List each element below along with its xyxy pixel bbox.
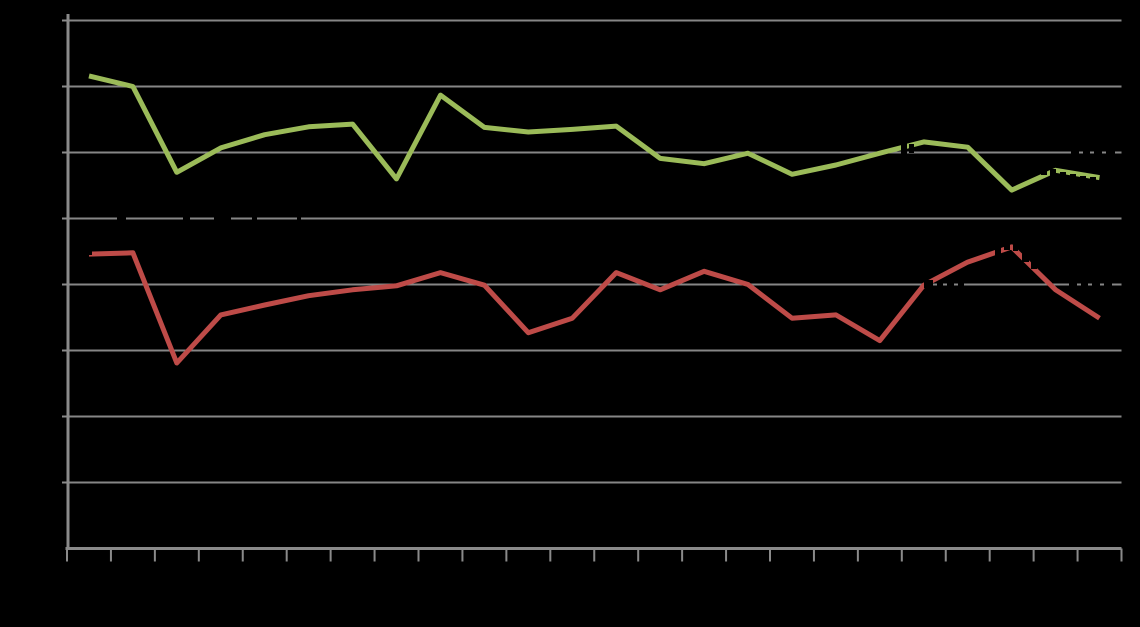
illegible-label-mark xyxy=(252,214,257,221)
illegible-label-mark xyxy=(1081,281,1088,288)
illegible-label-mark xyxy=(1106,148,1115,155)
illegible-label-mark xyxy=(1032,163,1038,172)
illegible-label-mark xyxy=(901,142,907,154)
illegible-label-mark xyxy=(1004,240,1010,250)
series-line-red xyxy=(88,244,1101,366)
illegible-label-mark xyxy=(995,246,1001,256)
illegible-label-mark xyxy=(1083,148,1090,155)
illegible-label-mark xyxy=(214,211,231,222)
illegible-label-mark xyxy=(1092,280,1100,288)
illegible-label-mark xyxy=(1071,148,1079,155)
illegible-label-mark xyxy=(1050,169,1056,178)
illegible-label-mark xyxy=(297,215,301,221)
illegible-label-mark xyxy=(1031,259,1037,269)
series-line-green xyxy=(88,73,1100,193)
illegible-label-mark xyxy=(958,281,964,288)
illegible-label-mark xyxy=(117,211,126,222)
illegible-label-mark xyxy=(937,281,943,288)
illegible-label-mark xyxy=(909,144,914,153)
illegible-label-mark xyxy=(85,249,92,255)
illegible-label-mark xyxy=(1090,177,1096,184)
illegible-label-mark xyxy=(1104,281,1112,288)
illegible-label-mark xyxy=(1080,176,1086,183)
illegible-label-mark xyxy=(1069,280,1077,288)
illegible-label-mark xyxy=(947,280,954,288)
illegible-label-mark xyxy=(924,280,933,288)
illegible-label-mark xyxy=(1070,174,1076,182)
illegible-label-mark xyxy=(183,213,190,221)
illegible-label-mark xyxy=(1041,166,1047,175)
illegible-label-mark xyxy=(1022,251,1029,262)
illegible-label-mark xyxy=(1060,172,1066,181)
illegible-label-mark xyxy=(1094,149,1102,155)
illegible-label-mark xyxy=(1013,242,1018,251)
